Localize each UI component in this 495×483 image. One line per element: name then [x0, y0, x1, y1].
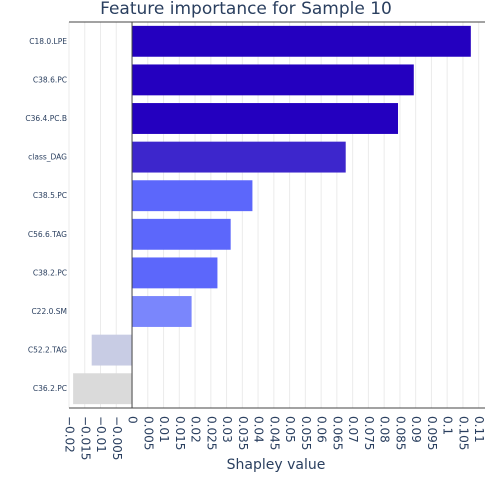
y-tick-label: C36.2.PC [33, 384, 67, 393]
y-tick-label: C38.2.PC [33, 268, 67, 277]
x-tick-label: 0.02 [189, 416, 203, 443]
bar[interactable] [91, 334, 133, 366]
x-tick-label: −0.015 [78, 416, 92, 460]
bar[interactable] [132, 296, 192, 327]
y-tick-label: C56.6.TAG [28, 230, 67, 239]
x-tick-label: 0.025 [204, 416, 218, 450]
bar[interactable] [132, 64, 414, 96]
x-tick-label: 0.1 [441, 416, 455, 435]
y-tick-label: C36.4.PC.B [25, 114, 67, 123]
bar[interactable] [132, 257, 218, 289]
bar[interactable] [132, 180, 253, 212]
x-tick-label: 0.09 [409, 416, 423, 443]
x-tick-labels: −0.02 −0.015 −0.01 −0.005 0 0.005 0.01 0.015 0.0… [63, 416, 487, 460]
x-tick-label: 0.07 [346, 416, 360, 443]
axes [69, 21, 485, 409]
x-tick-label: 0.095 [425, 416, 439, 450]
x-tick-label: 0.035 [236, 416, 250, 450]
x-tick-label: 0.085 [393, 416, 407, 450]
y-tick-label: C18.0.LPE [29, 37, 67, 46]
x-tick-label: 0.01 [157, 416, 171, 443]
x-tick-label: 0.03 [220, 416, 234, 443]
x-tick-label: 0.08 [378, 416, 392, 443]
x-axis-title: Shapley value [227, 457, 326, 473]
x-tick-label: −0.005 [110, 416, 124, 460]
x-tick-label: 0.005 [141, 416, 155, 450]
x-tick-label: 0.045 [267, 416, 281, 450]
x-tick-label: 0.04 [252, 416, 266, 443]
x-tick-label: 0 [126, 416, 140, 424]
bar[interactable] [132, 141, 346, 173]
x-tick-label: −0.01 [94, 416, 108, 453]
x-tick-label: 0.105 [456, 416, 470, 450]
x-tick-label: 0.075 [362, 416, 376, 450]
y-tick-label: C38.6.PC [33, 75, 67, 84]
bar[interactable] [132, 218, 231, 250]
y-tick-label: C52.2.TAG [28, 346, 67, 355]
bar[interactable] [73, 373, 133, 405]
x-tick-label: 0.05 [283, 416, 297, 443]
bar[interactable] [132, 103, 399, 134]
x-tick-label: 0.065 [330, 416, 344, 450]
x-tick-label: 0.015 [173, 416, 187, 450]
x-tick-label: −0.02 [63, 416, 77, 453]
x-tick-label: 0.06 [315, 416, 329, 443]
y-tick-label: C38.5.PC [33, 191, 67, 200]
y-tick-label: class_DAG [28, 153, 67, 162]
y-tick-label: C22.0.SM [31, 307, 67, 316]
y-tick-labels: C18.0.LPE C38.6.PC C36.4.PC.B class_DAG C38.… [25, 37, 67, 393]
chart-title: Feature importance for Sample 10 [100, 0, 392, 19]
bars [73, 25, 471, 405]
x-tick-label: 0.055 [299, 416, 313, 450]
bar[interactable] [132, 25, 471, 57]
x-tick-label: 0.11 [472, 416, 486, 443]
